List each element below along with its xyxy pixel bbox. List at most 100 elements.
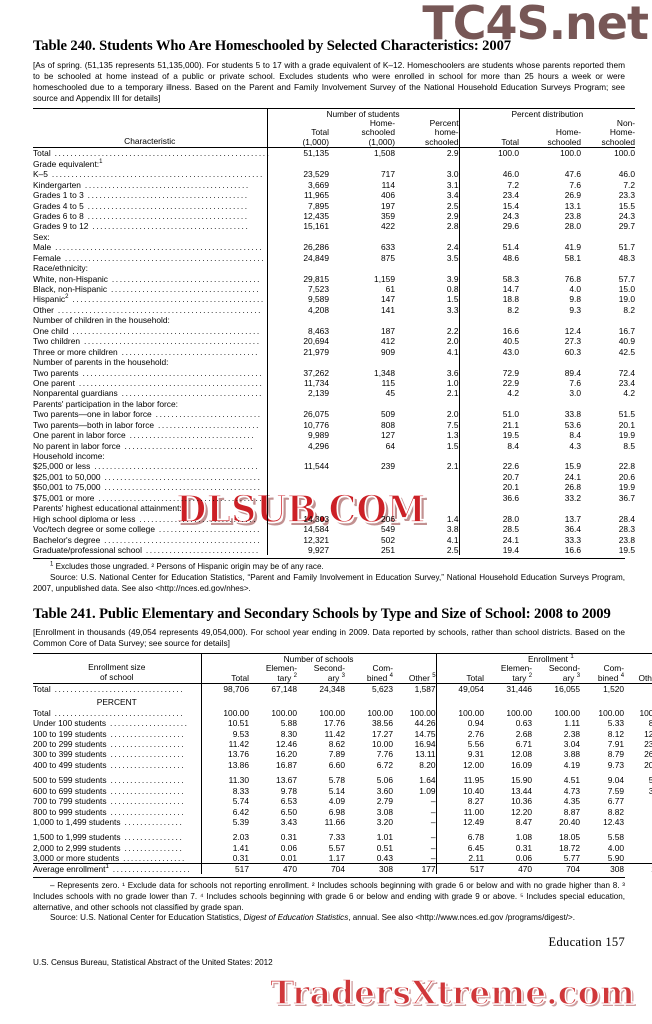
table-240-cell bbox=[581, 158, 635, 168]
table-240-cell: 22.6 bbox=[458, 461, 520, 472]
table-241-cell: 8.79 bbox=[607, 749, 625, 760]
table-241-row-label: 1,500 to 1,999 students ............... bbox=[33, 832, 184, 843]
table-241-cell: 177 bbox=[624, 863, 652, 874]
table-240-cell: 11,734 bbox=[266, 377, 329, 388]
table-241-cell: 1.64 bbox=[419, 775, 436, 786]
table-240-col-pct-non-homeschooled: Non- Home-schooled bbox=[601, 117, 636, 147]
table-240-cell bbox=[266, 398, 329, 409]
table-241-cell: 5.20 bbox=[648, 775, 652, 786]
table-241-col-header: Second-ary 3 bbox=[548, 663, 581, 683]
table-240-row-label: Female .................................… bbox=[33, 252, 266, 263]
table-241-cell: 5.06 bbox=[376, 775, 393, 786]
table-row: Bachelor's degree ......................… bbox=[33, 534, 635, 545]
table-241-row-label: 700 to 799 students ................... bbox=[33, 796, 186, 807]
table-241-cell: 5.77 bbox=[563, 852, 581, 863]
table-240-cell: 41.9 bbox=[564, 242, 582, 253]
table-241-spacer-cell bbox=[435, 694, 485, 708]
table-row: 2,000 to 2,999 students ............... 1… bbox=[33, 842, 652, 853]
table-241-cell: 8.33 bbox=[200, 785, 249, 796]
table-241-cell: 13.76 bbox=[200, 748, 249, 760]
table-241-cell: – bbox=[430, 806, 436, 817]
table-241-cell: 3.08 bbox=[376, 806, 393, 817]
table-241-cell: 17.27 bbox=[372, 728, 393, 739]
table-240-cell: 3.9 bbox=[446, 273, 459, 284]
table-241-cell: 6.71 bbox=[515, 738, 533, 749]
table-240-cell: 206 bbox=[381, 513, 395, 524]
watermark-tradersxtreme: TradersXtreme.com bbox=[269, 972, 635, 1012]
table-240-cell: 23.3 bbox=[618, 190, 636, 201]
table-240-row-label: Nonparental guardians ..................… bbox=[33, 388, 264, 399]
table-240-row-label: Two parents ............................… bbox=[33, 367, 264, 378]
table-240-cell: 12.4 bbox=[564, 325, 582, 336]
table-241-cell: 5.39 bbox=[200, 816, 249, 828]
table-row: Number of children in the household: bbox=[33, 314, 635, 326]
table-241-cell: 5.78 bbox=[328, 775, 345, 786]
table-240-cell: 15.0 bbox=[618, 284, 636, 295]
table-row: High school diploma or less ............… bbox=[33, 513, 635, 524]
table-241-cell: 5,623 bbox=[372, 684, 393, 695]
table-241-col-header: Elemen-tary 2 bbox=[265, 663, 297, 683]
table-240-cell: 53.6 bbox=[564, 419, 582, 430]
table-row: Male ...................................… bbox=[33, 241, 635, 253]
table-240-row-label: Grades 6 to 8 ..........................… bbox=[33, 210, 249, 221]
table-240-cell: 26,075 bbox=[266, 408, 329, 420]
table-241-cell: 8.45 bbox=[648, 718, 652, 729]
table-240-cell: 197 bbox=[381, 200, 395, 211]
table-240-title: Table 240. Students Who Are Homeschooled… bbox=[33, 38, 511, 54]
table-240-cell bbox=[329, 398, 395, 408]
table-241-row-label: 400 to 499 students ................... bbox=[33, 759, 186, 770]
table-241-stub-header: Enrollment size of school bbox=[88, 662, 146, 683]
table-240-cell: 58.3 bbox=[458, 273, 520, 284]
table-row: Average enrollment1 ....................… bbox=[33, 863, 652, 874]
table-241-col-header: Elemen-tary 2 bbox=[500, 663, 533, 683]
table-240-cell: 406 bbox=[381, 190, 395, 201]
table-row: Three or more children .................… bbox=[33, 346, 636, 357]
table-241-cell: 704 bbox=[566, 863, 581, 874]
table-241-section-label: PERCENT bbox=[96, 697, 137, 708]
table-240-col-total-1000: Total (1,000) bbox=[266, 118, 329, 148]
table-row: Two children ...........................… bbox=[33, 335, 635, 347]
table-241-cell: 2.68 bbox=[515, 728, 533, 739]
table-row: Two parents ............................… bbox=[33, 367, 636, 378]
table-241-cell: 308 bbox=[379, 863, 393, 874]
table-241-cell: 4.35 bbox=[563, 796, 581, 807]
table-241-cell: – bbox=[430, 842, 436, 853]
table-240-cell: 23.4 bbox=[618, 377, 636, 388]
table-240-cell: 51.4 bbox=[458, 241, 520, 253]
table-241-cell: 9.78 bbox=[280, 785, 297, 796]
table-241-section-label-row: PERCENT bbox=[33, 694, 652, 708]
table-241-cell: 308 bbox=[610, 863, 625, 874]
table-240-cell bbox=[266, 450, 329, 462]
table-241-cell: 5.90 bbox=[607, 852, 625, 863]
table-241-spacer-cell bbox=[580, 694, 624, 707]
table-241-title: Table 241. Public Elementary and Seconda… bbox=[33, 605, 611, 622]
table-240-cell: 2.4 bbox=[446, 242, 459, 253]
table-241-cell: 6.42 bbox=[200, 806, 249, 817]
table-240-row-label: K–5 ....................................… bbox=[33, 169, 264, 180]
table-241-cell: 517 bbox=[200, 863, 249, 874]
table-row: 3,000 or more students ................ 0… bbox=[33, 852, 652, 864]
table-240-cell: 8.2 bbox=[623, 304, 636, 315]
table-241-cell: 14.75 bbox=[414, 728, 436, 739]
table-row: Two parents—both in labor force ........… bbox=[33, 419, 635, 430]
table-row: 500 to 599 students ................... 1… bbox=[33, 774, 652, 786]
table-241-cell: 12.43 bbox=[603, 817, 625, 828]
table-240-cell bbox=[519, 357, 581, 367]
table-240-cell: 15.5 bbox=[618, 200, 636, 211]
table-240-cell bbox=[395, 263, 459, 273]
table-240-cell: 29,815 bbox=[266, 273, 329, 284]
table-241-cell: 1.09 bbox=[419, 785, 436, 796]
table-241-cell: 100.00 bbox=[409, 707, 436, 718]
table-241-cell: 470 bbox=[518, 863, 533, 874]
table-240-cell: 72.4 bbox=[618, 367, 636, 378]
table-240-row-label: High school diploma or less ............… bbox=[33, 513, 258, 524]
table-240-cell: 42.5 bbox=[618, 346, 636, 357]
table-240-cell bbox=[329, 492, 395, 502]
table-241-cell: – bbox=[624, 832, 652, 842]
table-241-col-header: Total bbox=[200, 664, 249, 684]
table-241-cell: – bbox=[624, 817, 652, 827]
table-row: White, non-Hispanic ....................… bbox=[33, 273, 635, 284]
table-241-cell: 8.87 bbox=[563, 806, 581, 817]
table-240-cell: 633 bbox=[381, 242, 395, 253]
table-240-cell bbox=[519, 503, 581, 513]
